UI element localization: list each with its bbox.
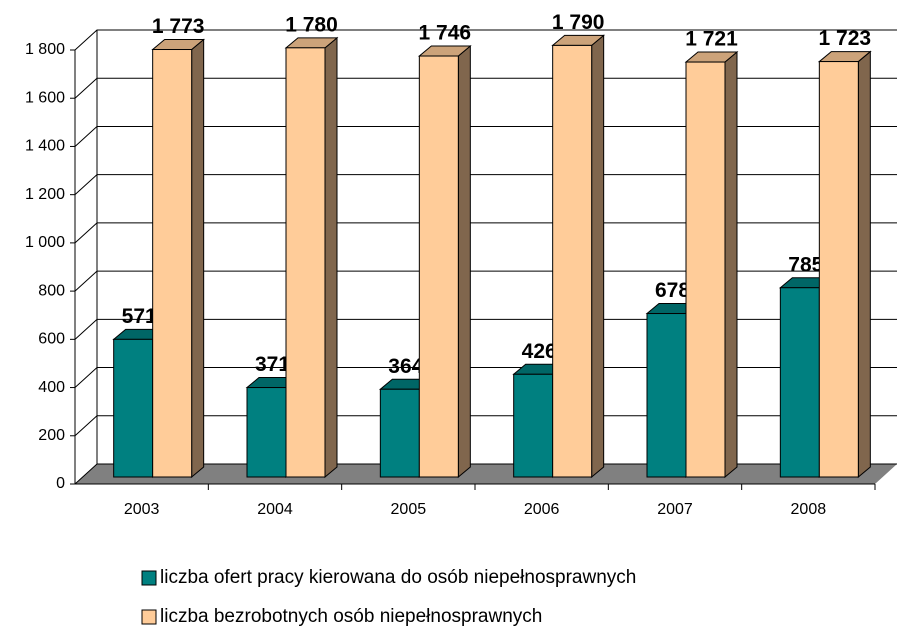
grid-line — [74, 222, 897, 244]
value-label: 785 — [788, 253, 823, 276]
grid-line — [74, 318, 897, 340]
bar-side — [591, 34, 605, 479]
bar-side — [191, 38, 205, 479]
bar — [152, 49, 193, 478]
grid-line — [74, 415, 897, 437]
legend-swatch — [141, 570, 157, 586]
bar — [646, 313, 687, 478]
x-tick-label: 2004 — [257, 501, 293, 518]
grid-line — [74, 29, 897, 51]
x-tick-label: 2006 — [524, 501, 560, 518]
bar — [552, 44, 593, 478]
legend-label: liczba ofert pracy kierowana do osób nie… — [160, 567, 636, 588]
bar — [685, 61, 726, 478]
value-label: 571 — [122, 305, 157, 328]
legend-label: liczba bezrobotnych osób niepełnosprawny… — [160, 606, 542, 627]
grid-line — [74, 125, 897, 147]
grid-line — [74, 463, 897, 485]
bar — [818, 61, 859, 478]
bar-side — [457, 44, 471, 479]
y-tick-label: 800 — [38, 282, 65, 299]
bar-side — [724, 50, 738, 479]
value-label: 678 — [655, 279, 690, 302]
y-tick-label: 0 — [56, 475, 65, 492]
legend-swatch — [141, 609, 157, 625]
value-label: 1 723 — [819, 27, 872, 50]
bar-side — [324, 36, 338, 479]
grid-line — [74, 270, 897, 292]
x-tick-label: 2008 — [791, 501, 827, 518]
y-tick-label: 400 — [38, 379, 65, 396]
bar-side — [857, 50, 871, 479]
y-tick-label: 1 000 — [25, 234, 65, 251]
bar — [113, 338, 154, 478]
grid-line — [74, 77, 897, 99]
value-label: 371 — [255, 353, 290, 376]
bar — [779, 287, 820, 478]
bar — [379, 388, 420, 478]
y-tick-label: 1 600 — [25, 89, 65, 106]
grid-line — [74, 367, 897, 388]
value-label: 1 773 — [152, 15, 205, 38]
bar — [418, 55, 459, 478]
grid-line — [74, 174, 897, 196]
value-label: 1 721 — [685, 28, 738, 51]
value-label: 1 780 — [285, 13, 338, 36]
x-tick-label: 2003 — [124, 501, 160, 518]
bar — [246, 387, 287, 478]
value-label: 1 746 — [419, 22, 472, 45]
y-tick-label: 1 400 — [25, 138, 65, 155]
value-label: 1 790 — [552, 11, 605, 34]
value-label: 364 — [388, 355, 423, 378]
y-tick-label: 200 — [38, 427, 65, 444]
value-label: 426 — [522, 340, 557, 363]
y-tick-label: 1 800 — [25, 41, 65, 58]
y-tick-label: 600 — [38, 331, 65, 348]
bar — [285, 47, 326, 478]
x-tick-label: 2007 — [657, 501, 693, 518]
x-tick-label: 2005 — [391, 501, 427, 518]
y-tick-label: 1 200 — [25, 186, 65, 203]
bar — [513, 373, 554, 478]
